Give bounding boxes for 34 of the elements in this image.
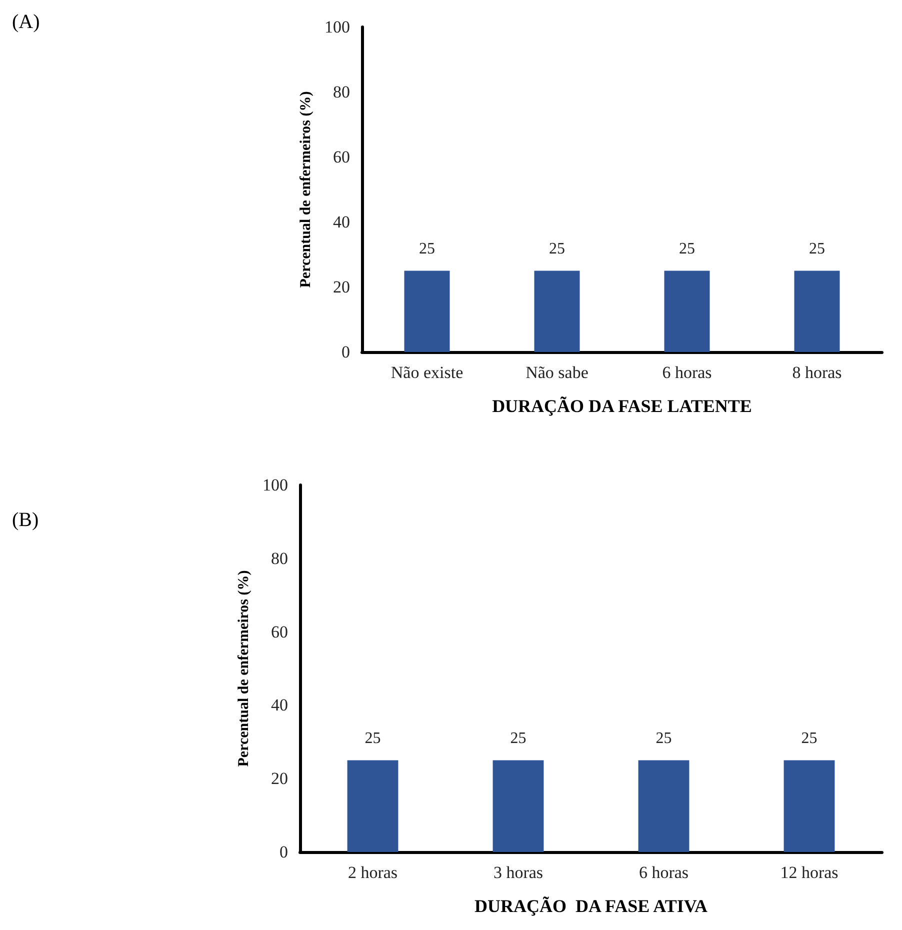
y-tick-label: 40 bbox=[271, 696, 288, 715]
x-tick-label: 6 horas bbox=[662, 363, 712, 382]
x-axis-title: DURAÇÃO DA FASE LATENTE bbox=[492, 396, 752, 416]
data-label: 25 bbox=[364, 730, 381, 747]
x-tick-label: Não sabe bbox=[526, 363, 588, 382]
x-tick-label: 3 horas bbox=[493, 863, 544, 882]
y-tick-label: 80 bbox=[333, 82, 350, 102]
y-tick-label: 20 bbox=[333, 278, 350, 296]
x-tick-label: 6 horas bbox=[638, 863, 689, 882]
y-tick-label: 20 bbox=[271, 769, 288, 788]
x-axis-title: DURAÇÃO DA FASE ATIVA bbox=[474, 896, 708, 916]
y-tick-label: 100 bbox=[324, 18, 350, 36]
y-tick-label: 60 bbox=[271, 622, 288, 642]
x-tick-label: 8 horas bbox=[792, 363, 842, 382]
x-tick-label: 12 horas bbox=[780, 863, 838, 882]
data-label: 25 bbox=[549, 240, 565, 258]
y-axis-title: Percentual de enfermeiros (%) bbox=[236, 570, 252, 767]
x-tick-label: Não existe bbox=[390, 363, 464, 382]
data-label: 25 bbox=[656, 730, 672, 747]
y-tick-label: 80 bbox=[271, 548, 288, 568]
y-tick-label: 0 bbox=[280, 842, 288, 862]
data-label: 25 bbox=[510, 730, 526, 747]
data-label: 25 bbox=[801, 730, 818, 747]
y-tick-label: 40 bbox=[333, 212, 350, 232]
text: (A) bbox=[12, 11, 40, 33]
data-label: 25 bbox=[679, 240, 695, 258]
y-tick-label: 60 bbox=[333, 148, 350, 166]
text: (B) bbox=[12, 509, 39, 531]
data-label: 25 bbox=[419, 240, 435, 258]
y-tick-label: 0 bbox=[342, 342, 350, 362]
data-label: 25 bbox=[809, 240, 825, 258]
y-tick-label: 100 bbox=[262, 476, 288, 494]
y-axis-title: Percentual de enfermeiros (%) bbox=[298, 91, 314, 288]
x-tick-label: 2 horas bbox=[348, 863, 398, 882]
